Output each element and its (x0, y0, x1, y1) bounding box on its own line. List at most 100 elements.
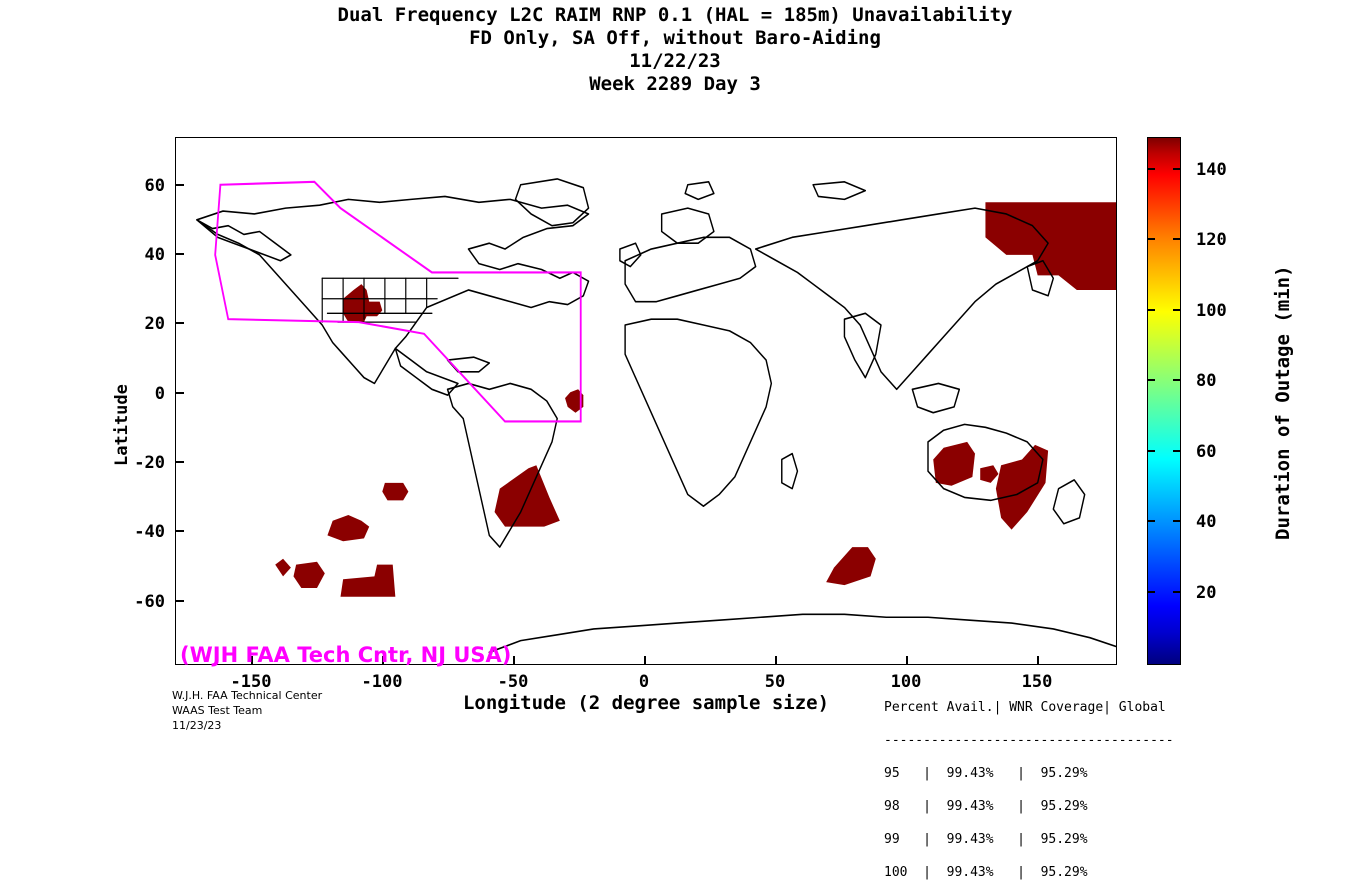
x-axis-label: Longitude (2 degree sample size) (462, 692, 830, 714)
ytick-label-20: 20 (144, 314, 165, 334)
ytick-mark-m20 (175, 461, 184, 463)
xtick-mark-0 (644, 656, 646, 665)
colorbar-tick-mark-60 (1147, 450, 1155, 452)
credit-line-3: 11/23/23 (172, 719, 222, 732)
coast-europe (624, 236, 757, 303)
outage-tasman-newzealand (995, 444, 1049, 530)
colorbar-tick-mark-20 (1147, 591, 1155, 593)
outage-southern-ocean-a (327, 514, 370, 542)
ytick-label-60: 60 (144, 176, 165, 196)
ytick-mark-20 (175, 322, 184, 324)
stats-cell-global: 95.29% (1040, 799, 1088, 814)
xtick-mark-m150 (251, 656, 253, 665)
colorbar-axis-label: Duration of Outage (min) (1272, 265, 1294, 540)
availability-stats-table: Percent Avail.| WNR Coverage| Global ---… (884, 680, 1174, 889)
coast-arctic-islands (812, 181, 867, 201)
outage-southern-ocean-b-dot (275, 558, 291, 577)
xtick-label-100: 100 (890, 672, 922, 692)
coast-japan (1026, 259, 1055, 297)
stats-cell-percent-avail: 95 (884, 766, 900, 781)
colorbar-tick-mark-right-140 (1173, 168, 1181, 170)
stats-table-row: 100 | 99.43% | 95.29% (884, 865, 1088, 880)
stats-cell-global: 95.29% (1040, 832, 1088, 847)
stats-cell-percent-avail: 100 (884, 865, 908, 880)
xtick-label-m150: -150 (230, 672, 272, 692)
coast-australia (927, 423, 1044, 502)
us-state-boundaries (321, 277, 459, 323)
ytick-label-40: 40 (144, 245, 165, 265)
stats-cell-wnr-coverage: 99.43% (946, 832, 994, 847)
colorbar-tick-label-40: 40 (1196, 512, 1217, 532)
coast-africa (624, 318, 773, 508)
colorbar-tick-label-20: 20 (1196, 583, 1217, 603)
colorbar (1147, 137, 1181, 665)
coast-new-zealand (1052, 479, 1086, 525)
ytick-mark-60 (175, 184, 184, 186)
title-line-2: FD Only, SA Off, without Baro-Aiding (469, 27, 881, 49)
stats-cell-global: 95.29% (1040, 865, 1088, 880)
ytick-mark-0 (175, 392, 184, 394)
xtick-mark-50 (775, 656, 777, 665)
colorbar-tick-label-120: 120 (1196, 230, 1227, 250)
ytick-label-m60: -60 (134, 592, 165, 612)
xtick-mark-m50 (513, 656, 515, 665)
title-line-1: Dual Frequency L2C RAIM RNP 0.1 (HAL = 1… (337, 4, 1013, 26)
colorbar-tick-mark-120 (1147, 238, 1155, 240)
outage-south-atlantic-a (382, 482, 409, 501)
xtick-mark-m100 (382, 656, 384, 665)
ytick-label-m20: -20 (134, 453, 165, 473)
stats-table-row: 95 | 99.43% | 95.29% (884, 766, 1088, 781)
xtick-mark-100 (906, 656, 908, 665)
world-map-svg (196, 178, 1116, 654)
coast-uk (619, 242, 642, 268)
coast-scandinavia (660, 207, 715, 245)
stats-cell-percent-avail: 98 (884, 799, 900, 814)
outage-southern-ocean-b (293, 561, 325, 589)
ytick-label-m40: -40 (134, 522, 165, 542)
coast-asia (754, 207, 1049, 391)
xtick-mark-150 (1037, 656, 1039, 665)
outage-australia-central (933, 441, 975, 486)
coast-central-america (394, 347, 459, 396)
colorbar-tick-mark-right-60 (1173, 450, 1181, 452)
map-plot-area (175, 137, 1117, 665)
colorbar-tick-mark-100 (1147, 309, 1155, 311)
colorbar-tick-mark-right-120 (1173, 238, 1181, 240)
stats-cell-global: 95.29% (1040, 766, 1088, 781)
outage-us-southwest (343, 284, 383, 323)
coast-india (843, 312, 882, 379)
xtick-label-0: 0 (638, 672, 650, 692)
xtick-label-50: 50 (764, 672, 786, 692)
stats-cell-percent-avail: 99 (884, 832, 900, 847)
stats-cell-wnr-coverage: 99.43% (946, 766, 994, 781)
xtick-label-m100: -100 (361, 672, 403, 692)
outage-ne-siberia (985, 202, 1116, 290)
coast-caribbean (446, 356, 491, 373)
colorbar-tick-mark-140 (1147, 168, 1155, 170)
coast-sea-islands (911, 382, 961, 414)
credit-line-1: W.J.H. FAA Technical Center (172, 689, 323, 702)
colorbar-tick-mark-40 (1147, 520, 1155, 522)
outage-indian-ocean-south (826, 547, 876, 586)
stats-table-row: 99 | 99.43% | 95.29% (884, 832, 1088, 847)
colorbar-tick-label-80: 80 (1196, 371, 1217, 391)
ytick-mark-m60 (175, 600, 184, 602)
coast-madagascar (781, 452, 799, 490)
stats-table-header: Percent Avail.| WNR Coverage| Global (884, 700, 1166, 715)
outage-southern-ocean-c (340, 564, 396, 597)
colorbar-tick-mark-80 (1147, 379, 1155, 381)
coast-alaska (196, 219, 292, 262)
coast-antarctica (488, 613, 1116, 654)
colorbar-tick-mark-right-40 (1173, 520, 1181, 522)
outage-equatorial-atlantic (565, 389, 584, 413)
credit-line-2: WAAS Test Team (172, 704, 263, 717)
colorbar-tick-mark-right-100 (1173, 309, 1181, 311)
xtick-label-m50: -50 (497, 672, 529, 692)
ytick-mark-40 (175, 253, 184, 255)
wnr-boundary-layer (214, 180, 582, 423)
colorbar-tick-label-100: 100 (1196, 301, 1227, 321)
ytick-label-0: 0 (154, 384, 165, 404)
chart-title-block: Dual Frequency L2C RAIM RNP 0.1 (HAL = 1… (0, 4, 1350, 96)
coastlines-layer (196, 178, 1116, 654)
coast-north-america (196, 195, 590, 385)
